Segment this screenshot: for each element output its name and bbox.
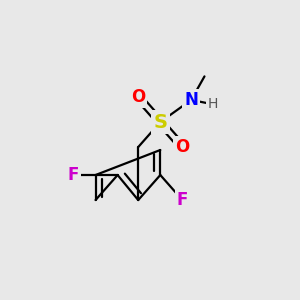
Text: O: O xyxy=(131,88,145,106)
Text: F: F xyxy=(68,166,79,184)
Text: H: H xyxy=(208,98,219,111)
Text: F: F xyxy=(177,191,188,209)
Text: N: N xyxy=(184,91,198,109)
Text: S: S xyxy=(153,112,167,131)
Text: H: H xyxy=(208,98,218,111)
Text: O: O xyxy=(175,138,190,156)
